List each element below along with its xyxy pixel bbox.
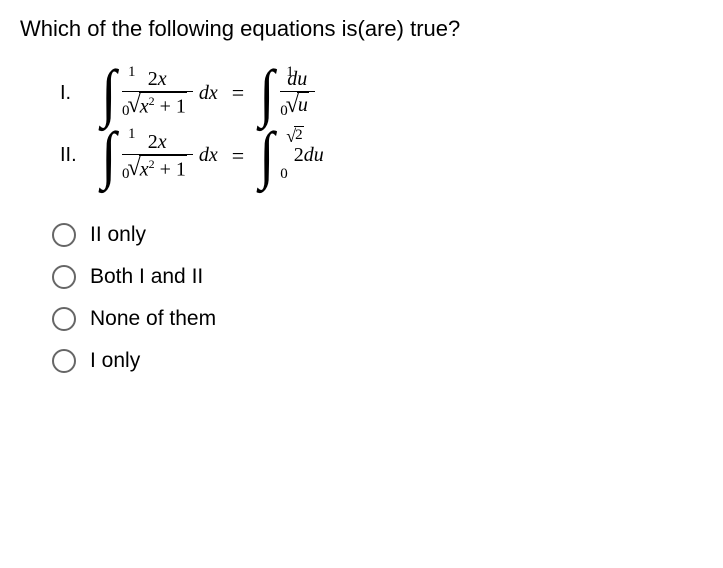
integral-sign-icon: ∫ [260, 128, 275, 182]
option-both[interactable]: Both I and II [52, 265, 703, 289]
eq1-lhs-upper: 1 [128, 64, 136, 81]
question-text: Which of the following equations is(are)… [20, 16, 703, 42]
eq1-lhs-dx: dx [199, 82, 218, 105]
sqrt-icon: √ u [286, 92, 309, 116]
eq1-lhs-den-var: x [140, 96, 149, 118]
equation-2-label: II. [60, 144, 100, 167]
eq1-lhs-den-plus: + 1 [155, 96, 186, 118]
eq2-lhs-upper: 1 [128, 126, 136, 143]
integral-sign-icon: ∫ [260, 66, 275, 120]
eq1-rhs-den: √ u [280, 91, 315, 119]
option-label: None of them [90, 307, 216, 331]
eq1-lhs-num: 2x [142, 67, 173, 91]
eq1-lhs-radicand: x2 + 1 [139, 92, 187, 117]
equation-1-label: I. [60, 82, 100, 105]
radical-icon: √ [286, 127, 296, 145]
radio-icon[interactable] [52, 349, 76, 373]
eq2-lhs-dx: dx [199, 144, 218, 167]
eq1-lhs-integral: ∫ 1 0 [100, 66, 118, 120]
eq2-rhs-upper: √ 2 [286, 126, 303, 146]
radio-icon[interactable] [52, 265, 76, 289]
equations-block: I. ∫ 1 0 2x √ x2 + 1 dx = ∫ 1 0 [60, 66, 703, 183]
eq1-lhs-den: √ x2 + 1 [122, 91, 193, 119]
eq2-lhs-integral: ∫ 1 0 [100, 128, 118, 182]
eq1-lhs-num-val: 2 [148, 68, 158, 90]
option-ii-only[interactable]: II only [52, 223, 703, 247]
eq1-rhs-upper: 1 [286, 64, 294, 81]
sqrt-icon: √ x2 + 1 [128, 92, 187, 117]
integral-sign-icon: ∫ [101, 66, 116, 120]
option-none[interactable]: None of them [52, 307, 703, 331]
radio-icon[interactable] [52, 223, 76, 247]
sqrt-icon: √ 2 [286, 126, 303, 144]
eq2-lhs-den-plus: + 1 [155, 158, 186, 180]
equation-1: I. ∫ 1 0 2x √ x2 + 1 dx = ∫ 1 0 [60, 66, 703, 120]
equals-sign-icon: = [232, 80, 244, 106]
eq2-lhs-radicand: x2 + 1 [139, 155, 187, 180]
radical-icon: √ [286, 93, 299, 117]
sqrt-icon: √ x2 + 1 [128, 155, 187, 180]
eq2-lhs-num: 2x [142, 130, 173, 154]
eq1-rhs-integral: ∫ 1 0 [258, 66, 276, 120]
option-label: II only [90, 223, 146, 247]
eq2-rhs-integrand: 2du [294, 144, 324, 167]
option-label: I only [90, 349, 140, 373]
radio-icon[interactable] [52, 307, 76, 331]
eq2-rhs-lower: 0 [280, 166, 288, 183]
option-label: Both I and II [90, 265, 203, 289]
eq2-lhs-den: √ x2 + 1 [122, 154, 193, 182]
eq2-rhs-integral: ∫ √ 2 0 [258, 128, 276, 182]
equation-2: II. ∫ 1 0 2x √ x2 + 1 dx = ∫ √ [60, 128, 703, 182]
integral-sign-icon: ∫ [101, 128, 116, 182]
options-group: II only Both I and II None of them I onl… [52, 223, 703, 373]
eq1-rhs-frac: du √ u [280, 67, 315, 119]
option-i-only[interactable]: I only [52, 349, 703, 373]
equals-sign-icon: = [232, 143, 244, 169]
radical-icon: √ [128, 93, 141, 118]
radical-icon: √ [128, 156, 141, 181]
eq2-lhs-den-var: x [140, 158, 149, 180]
